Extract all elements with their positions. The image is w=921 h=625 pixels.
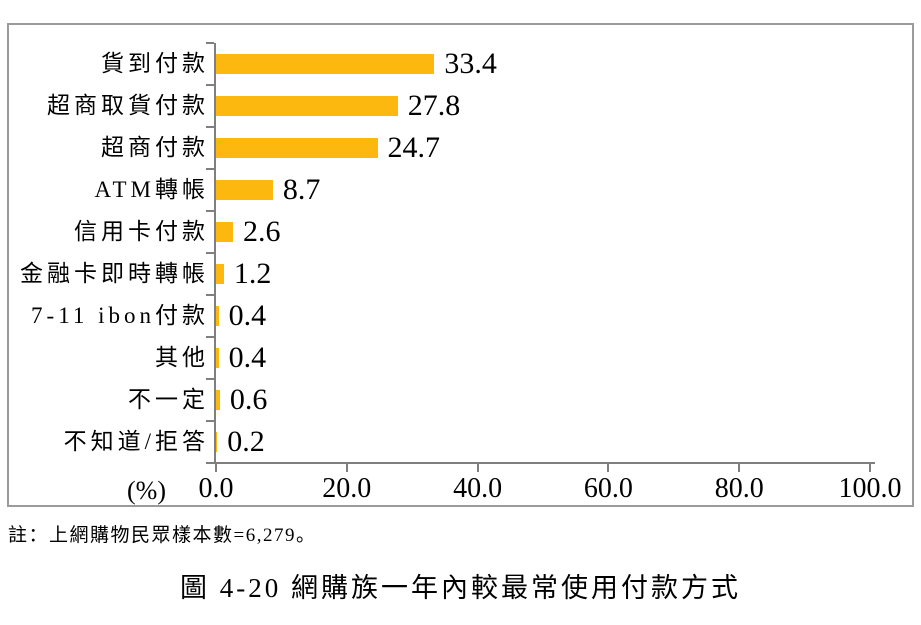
bar-row: 不一定 0.6	[9, 379, 912, 421]
bar	[216, 348, 219, 368]
value-label: 0.4	[228, 299, 267, 332]
value-label: 27.8	[407, 89, 461, 122]
bar	[216, 180, 273, 200]
value-label: 0.4	[228, 341, 267, 374]
bar	[216, 306, 219, 326]
bar	[216, 54, 435, 74]
x-axis-tick	[215, 464, 217, 472]
bar-row: 其他 0.4	[9, 337, 912, 379]
category-label: 超商取貨付款	[47, 93, 209, 118]
x-tick-label: 60.0	[583, 473, 633, 504]
y-axis-tick	[206, 252, 214, 254]
x-tick-label: 100.0	[838, 473, 902, 504]
y-axis-tick	[206, 462, 214, 464]
bar	[216, 96, 398, 116]
value-label: 0.6	[229, 383, 268, 416]
y-axis-tick	[206, 84, 214, 86]
y-axis-tick	[206, 210, 214, 212]
bar	[216, 432, 218, 452]
bar	[216, 390, 220, 410]
y-axis-tick	[206, 168, 214, 170]
value-label: 1.2	[233, 257, 272, 290]
y-axis-tick	[206, 294, 214, 296]
category-label: 金融卡即時轉帳	[20, 261, 209, 286]
figure-caption: 圖 4-20 網購族一年內較最常使用付款方式	[180, 573, 741, 603]
x-tick-label: 0.0	[198, 473, 234, 504]
category-label: ATM轉帳	[94, 177, 209, 202]
bar-row: 超商取貨付款 27.8	[9, 85, 912, 127]
category-label: 7-11 ibon付款	[31, 303, 209, 328]
chart-frame: 貨到付款 33.4 超商取貨付款 27.8 超商付款 24.7 ATM轉帳 8.7 信用卡付款 2…	[7, 23, 914, 507]
category-label: 超商付款	[101, 135, 209, 160]
y-axis-tick	[206, 126, 214, 128]
x-axis-unit-label: (%)	[127, 476, 166, 505]
bar-row: 金融卡即時轉帳 1.2	[9, 253, 912, 295]
category-label: 不一定	[128, 387, 209, 412]
y-axis-tick	[206, 420, 214, 422]
bar-row: 7-11 ibon付款 0.4	[9, 295, 912, 337]
x-axis-tick	[869, 464, 871, 472]
category-label: 信用卡付款	[74, 219, 209, 244]
value-label: 24.7	[387, 131, 441, 164]
y-axis-tick	[206, 336, 214, 338]
x-axis-tick	[345, 464, 348, 472]
value-label: 2.6	[243, 215, 281, 248]
bar	[216, 264, 224, 284]
x-tick-label: 80.0	[714, 473, 764, 504]
category-label: 其他	[155, 345, 209, 370]
x-axis-line	[214, 462, 875, 464]
x-axis-tick	[607, 464, 610, 472]
bar-row: ATM轉帳 8.7	[9, 169, 912, 211]
value-label: 8.7	[282, 173, 321, 206]
y-axis-tick	[206, 378, 214, 380]
value-label: 0.2	[227, 425, 265, 458]
bar-row: 超商付款 24.7	[9, 127, 912, 169]
bar	[216, 222, 233, 242]
x-tick-label: 40.0	[453, 473, 503, 504]
sample-size-note: 註：上網購物民眾樣本數=6,279。	[8, 525, 317, 546]
bar	[216, 138, 378, 158]
y-axis-line	[214, 43, 216, 464]
category-label: 不知道/拒答	[63, 429, 209, 454]
x-tick-label: 20.0	[322, 473, 372, 504]
category-label: 貨到付款	[101, 51, 209, 76]
x-axis-tick	[476, 464, 479, 472]
y-axis-tick	[206, 42, 214, 44]
x-axis-tick	[738, 464, 741, 472]
bar-row: 信用卡付款 2.6	[9, 211, 912, 253]
value-label: 33.4	[444, 47, 497, 80]
bar-row: 貨到付款 33.4	[9, 43, 912, 85]
bar-row: 不知道/拒答 0.2	[9, 421, 912, 463]
